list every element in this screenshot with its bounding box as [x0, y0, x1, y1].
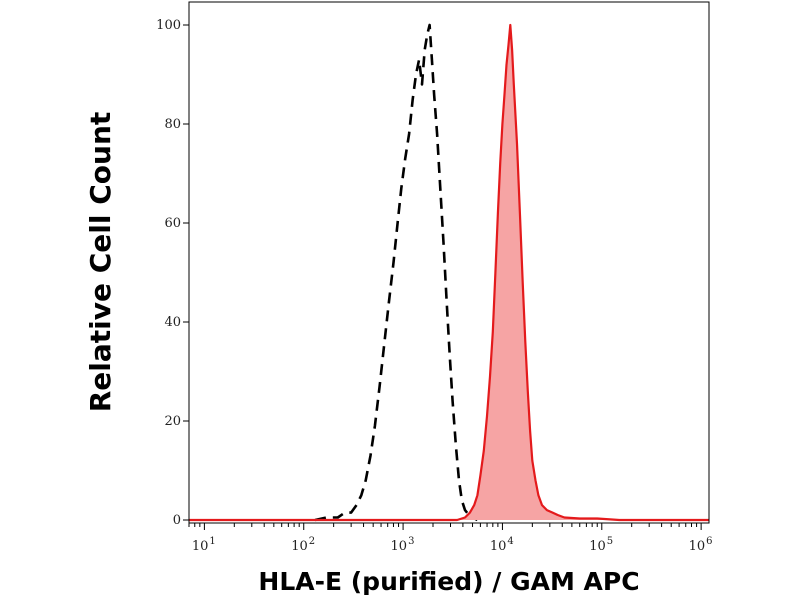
- y-tick-label: 100: [156, 18, 181, 33]
- x-tick-label: 10: [192, 539, 209, 554]
- x-tick-exponent: 1: [209, 536, 215, 547]
- y-tick-label: 40: [164, 315, 181, 330]
- y-tick-label: 0: [173, 513, 181, 528]
- y-tick-label: 60: [164, 216, 181, 231]
- y-tick-label: 80: [164, 117, 181, 132]
- plot-frame: [188, 1, 710, 524]
- x-tick-label: 10: [490, 539, 507, 554]
- series-1-line: [189, 23, 709, 522]
- x-tick-label: 10: [291, 539, 308, 554]
- x-tick-base: 10: [291, 539, 308, 554]
- x-tick-label: 10: [689, 539, 706, 554]
- x-tick-base: 10: [192, 539, 209, 554]
- x-tick-exponent: 6: [706, 536, 712, 547]
- series-1-fill: [189, 25, 709, 520]
- x-tick-base: 10: [490, 539, 507, 554]
- x-tick-label: 10: [589, 539, 606, 554]
- x-tick-exponent: 2: [309, 536, 315, 547]
- x-tick-exponent: 3: [408, 536, 414, 547]
- x-tick-base: 10: [589, 539, 606, 554]
- x-axis-label: HLA-E (purified) / GAM APC: [258, 567, 639, 596]
- plot-marks: [189, 23, 709, 522]
- y-axis-label: Relative Cell Count: [84, 112, 117, 413]
- x-tick-exponent: 5: [607, 536, 613, 547]
- x-tick-base: 10: [689, 539, 706, 554]
- y-tick-label: 20: [164, 414, 181, 429]
- x-tick-base: 10: [391, 539, 408, 554]
- series-0-line: [314, 23, 478, 522]
- x-tick-label: 10: [391, 539, 408, 554]
- x-tick-exponent: 4: [507, 536, 513, 547]
